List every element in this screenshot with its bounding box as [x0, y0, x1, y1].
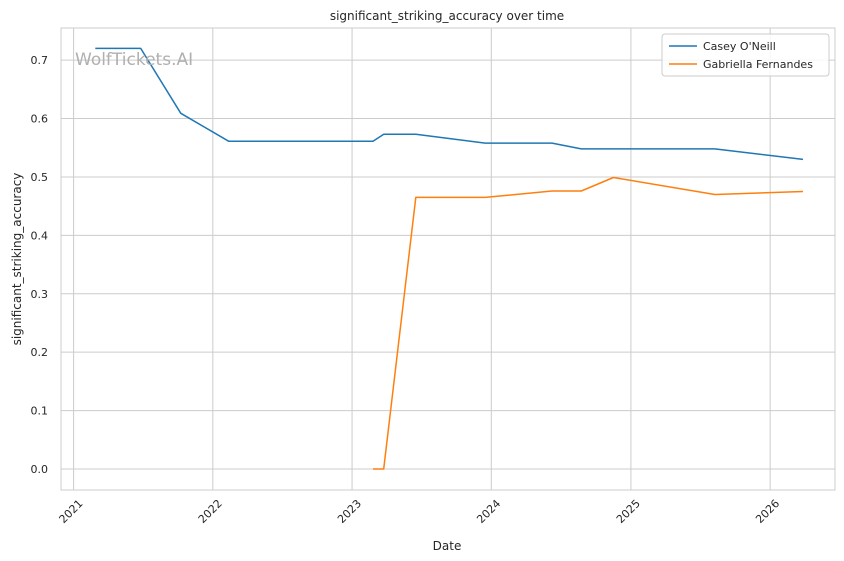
x-tick-label: 2023 [335, 497, 364, 526]
y-tick-label: 0.1 [31, 405, 49, 418]
series-line-0 [95, 47, 804, 161]
x-tick-label: 2025 [614, 497, 643, 526]
legend-box [661, 33, 830, 77]
grid [61, 28, 835, 490]
y-tick-label: 0.4 [31, 229, 49, 242]
plot-area [60, 27, 836, 491]
y-tick-label: 0.3 [31, 288, 49, 301]
x-axis-label: Date [433, 539, 462, 553]
x-axis-ticks: 2021 2022 2023 2024 2025 2026 [57, 497, 783, 526]
x-tick-label: 2022 [196, 497, 225, 526]
legend-entry: Casey O'Neill [703, 40, 776, 53]
chart-title: significant_striking_accuracy over time [330, 9, 564, 23]
legend-entry: Gabriella Fernandes [703, 58, 813, 71]
y-tick-label: 0.6 [31, 113, 49, 126]
y-axis-ticks: 0.0 0.1 0.2 0.3 0.4 0.5 0.6 0.7 [31, 54, 49, 476]
x-tick-label: 2024 [474, 497, 503, 526]
y-tick-label: 0.5 [31, 171, 49, 184]
y-tick-label: 0.7 [31, 54, 49, 67]
series-line-1 [373, 176, 804, 470]
watermark: WolfTickets.AI [75, 50, 193, 70]
y-tick-label: 0.2 [31, 346, 49, 359]
x-tick-label: 2026 [753, 497, 782, 526]
x-tick-label: 2021 [57, 497, 86, 526]
y-axis-label: significant_striking_accuracy [10, 173, 24, 346]
legend: Casey O'Neill Gabriella Fernandes [661, 33, 830, 77]
series-lines [95, 47, 804, 470]
y-tick-label: 0.0 [31, 463, 49, 476]
